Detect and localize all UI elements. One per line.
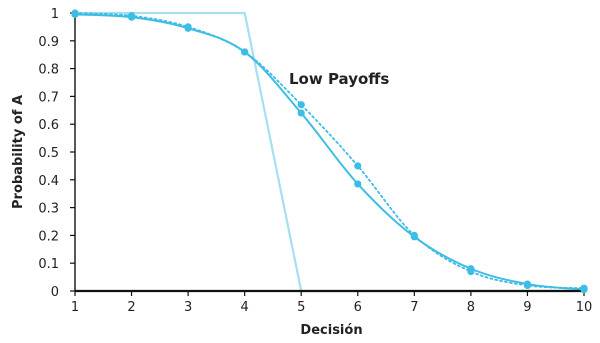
y-tick-label: 0.9 [38,35,59,50]
x-tick-label: 7 [410,300,418,315]
series-line-step [75,11,584,293]
y-tick-label: 0.8 [38,63,59,78]
y-tick-label: 0.6 [38,118,59,133]
x-tick-label: 6 [354,300,362,315]
x-tick-label: 5 [297,300,305,315]
series-layer [74,11,585,293]
x-axis-title: Decisión [300,323,362,338]
axes-layer [74,13,584,293]
x-tick-label: 8 [467,300,475,315]
x-tick-label: 9 [523,300,531,315]
data-point-fit [523,280,532,288]
data-point-observed [354,162,362,170]
data-point-fit [241,48,249,56]
markers-layer [71,9,588,294]
series-line-fit [74,13,585,291]
x-tick-label: 4 [241,300,249,315]
x-tick-label: 3 [184,300,192,315]
y-tick-label: 0.3 [38,202,59,217]
x-tick-label: 2 [127,300,135,315]
x-tick-label: 10 [576,300,593,315]
annotation-low-payoffs: Low Payoffs [289,70,389,88]
y-tick-label: 0.5 [38,146,59,161]
data-point-fit [184,24,192,32]
y-tick-label: 0.7 [38,90,59,105]
data-point-observed [297,101,305,109]
x-tick-label: 1 [71,300,79,315]
ticks-layer: 1 2 3 4 5 6 7 8 9 10 0 0.1 0.2 0.3 0.4 0.5 0.6 0.7 0.8 0.9 1 [38,7,592,315]
y-tick-label: 0.1 [38,257,59,272]
data-point-fit [467,265,475,273]
y-tick-label: 0.4 [38,174,59,189]
series-line-observed [74,12,585,290]
data-point-fit [354,180,362,188]
y-axis-title: Probability of A [11,95,26,209]
data-point-fit [297,109,305,117]
y-tick-label: 1 [51,7,59,22]
data-point-fit [410,233,418,241]
data-point-fit [580,286,588,294]
y-tick-label: 0.2 [38,229,59,244]
data-point-fit [71,10,79,18]
data-point-fit [127,13,136,21]
y-tick-label: 0 [51,285,59,300]
